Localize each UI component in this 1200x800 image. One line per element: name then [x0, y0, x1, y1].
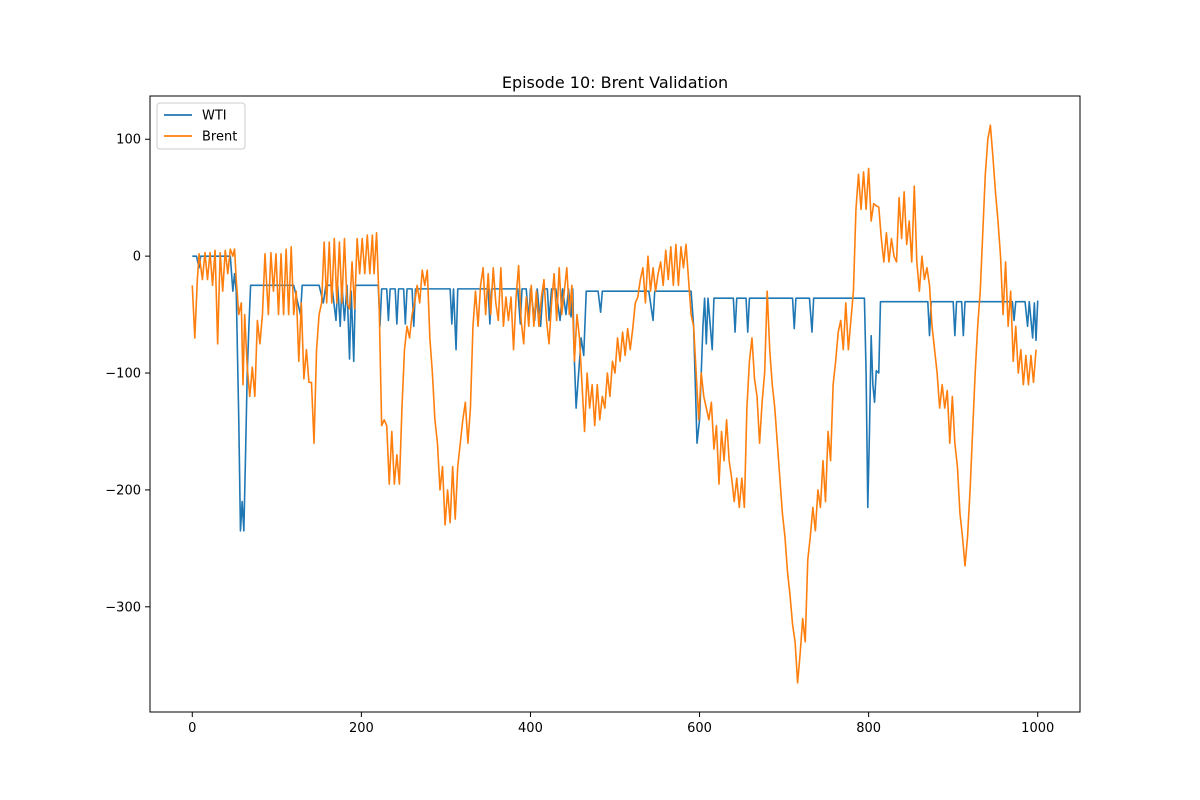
x-tick-label: 0 [188, 721, 196, 736]
y-tick-label: −300 [105, 600, 141, 615]
plot-frame [149, 95, 1081, 713]
series-layer [191, 124, 1039, 684]
legend-label-brent: Brent [202, 130, 237, 145]
y-tick-label: −200 [105, 483, 141, 498]
y-axis: 100 0 −100 −200 −300 [105, 133, 150, 615]
x-tick-label: 200 [349, 721, 374, 736]
x-tick-label: 400 [518, 721, 543, 736]
y-tick-label: −100 [105, 367, 141, 382]
legend: WTI Brent [156, 102, 246, 150]
series-line-brent [191, 124, 1037, 684]
y-tick-label: 0 [133, 250, 141, 265]
x-axis: 0 200 400 600 800 1000 [188, 712, 1054, 736]
x-tick-label: 800 [856, 721, 881, 736]
chart-title: Episode 10: Brent Validation [502, 73, 728, 92]
x-tick-label: 1000 [1021, 721, 1054, 736]
x-tick-label: 600 [687, 721, 712, 736]
legend-label-wti: WTI [202, 109, 227, 124]
y-tick-label: 100 [116, 133, 141, 148]
